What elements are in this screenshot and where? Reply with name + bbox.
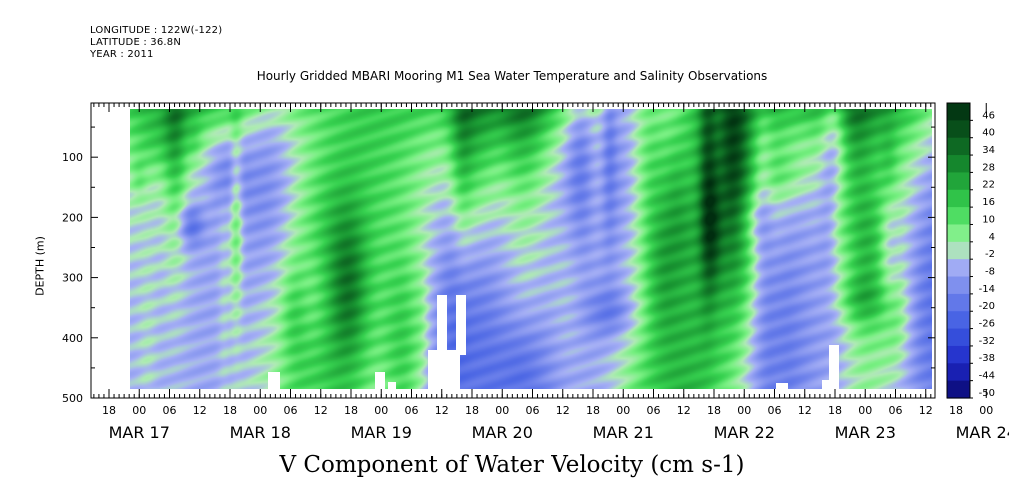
colorbar-label: -32: [979, 336, 995, 347]
y-tick-label: 300: [62, 272, 83, 285]
x-hour-label: 12: [677, 404, 691, 417]
x-day-label: MAR 22: [714, 423, 775, 442]
colorbar-label: 34: [982, 145, 995, 156]
missing-data-gap: [428, 350, 460, 390]
colorbar-swatch: [947, 276, 970, 295]
y-tick-label: 400: [62, 332, 83, 345]
x-hour-label: 00: [616, 404, 630, 417]
x-hour-label: 00: [374, 404, 388, 417]
colorbar-swatch: [947, 380, 970, 399]
x-hour-label: 06: [405, 404, 419, 417]
x-hour-label: 12: [314, 404, 328, 417]
colorbar-label: -38: [979, 353, 995, 364]
colorbar-swatch: [947, 120, 970, 139]
colorbar-swatch: [947, 311, 970, 330]
colorbar-label: 28: [982, 162, 995, 173]
x-hour-label: 06: [889, 404, 903, 417]
x-hour-label: 06: [647, 404, 661, 417]
colorbar-label: -26: [979, 319, 995, 330]
missing-data-gap: [268, 372, 280, 390]
colorbar-swatch: [947, 103, 970, 121]
colorbar-swatch: [947, 137, 970, 156]
x-day-label: MAR 18: [230, 423, 291, 442]
year-label: YEAR : 2011: [90, 49, 154, 60]
x-hour-label: 00: [858, 404, 872, 417]
missing-data-gap: [437, 295, 447, 355]
heatmap-canvas: [130, 109, 932, 390]
y-tick-label: 100: [62, 151, 83, 164]
missing-data-gap: [375, 372, 385, 390]
chart-title: Hourly Gridded MBARI Mooring M1 Sea Wate…: [256, 69, 768, 83]
colorbar-swatch: [947, 241, 970, 260]
x-hour-label: 18: [949, 404, 963, 417]
x-hour-label: 18: [102, 404, 116, 417]
y-tick-label: 500: [62, 392, 83, 405]
colorbar: 46 40 34 28 22 16 10 4 -2 -8 -14 -20 -26 -32 -38 -44 -50: [946, 102, 995, 399]
x-hour-label: 12: [919, 404, 933, 417]
x-hour-label: 12: [556, 404, 570, 417]
x-day-label: MAR 21: [593, 423, 654, 442]
colorbar-swatch: [947, 189, 970, 208]
colorbar-swatch: [947, 172, 970, 191]
missing-data-gap: [776, 383, 788, 390]
missing-data-gap: [388, 382, 396, 390]
x-hour-label: 06: [526, 404, 540, 417]
longitude-label: LONGITUDE : 122W(-122): [90, 25, 223, 36]
colorbar-label: -20: [979, 301, 995, 312]
x-day-label: MAR 24: [956, 423, 1009, 442]
x-hour-label: 18: [828, 404, 842, 417]
x-hour-label: 06: [163, 404, 177, 417]
colorbar-label: -2: [985, 249, 995, 260]
colorbar-swatch: [947, 224, 970, 243]
missing-data-gap: [829, 345, 839, 390]
colorbar-swatch: [947, 259, 970, 278]
x-hour-label: 18: [707, 404, 721, 417]
colorbar-label: 4: [989, 232, 995, 243]
x-hour-label: 00: [979, 404, 993, 417]
x-day-label: MAR 20: [472, 423, 533, 442]
x-axis-label: V Component of Water Velocity (cm s-1): [279, 452, 745, 478]
x-day-label: MAR 23: [835, 423, 896, 442]
x-hour-label: 12: [435, 404, 449, 417]
heatmap-field: [130, 109, 932, 390]
colorbar-label: 40: [982, 128, 995, 139]
y-tick-label: 200: [62, 211, 83, 224]
missing-data-gap: [456, 295, 466, 355]
x-day-label: MAR 19: [351, 423, 412, 442]
x-hour-label: 00: [495, 404, 509, 417]
colorbar-label: 22: [982, 180, 995, 191]
colorbar-label: -8: [985, 266, 995, 277]
colorbar-label: 10: [982, 214, 995, 225]
plot-area: [130, 109, 932, 390]
x-hour-label: 18: [586, 404, 600, 417]
x-hour-label: 00: [132, 404, 146, 417]
colorbar-swatch: [947, 328, 970, 347]
x-hour-label: 06: [284, 404, 298, 417]
x-hour-label: 18: [344, 404, 358, 417]
x-hour-label: 18: [223, 404, 237, 417]
x-day-label: MAR 17: [109, 423, 170, 442]
colorbar-label: -44: [979, 371, 995, 382]
latitude-label: LATITUDE : 36.8N: [90, 37, 182, 48]
colorbar-swatch: [947, 155, 970, 174]
colorbar-frame: [946, 102, 971, 399]
colorbar-label: -14: [979, 284, 995, 295]
colorbar-swatch: [947, 207, 970, 226]
colorbar-swatch: [947, 293, 970, 312]
colorbar-label: 16: [982, 197, 995, 208]
colorbar-label: 46: [982, 110, 995, 121]
colorbar-swatch: [947, 363, 970, 382]
x-hour-label: 12: [798, 404, 812, 417]
x-hour-label: 00: [737, 404, 751, 417]
x-hour-label: 00: [253, 404, 267, 417]
x-hour-label: 18: [465, 404, 479, 417]
colorbar-label: -50: [979, 388, 995, 399]
x-hour-label: 12: [193, 404, 207, 417]
plot-frame: [90, 102, 936, 399]
colorbar-swatch: [947, 345, 970, 364]
x-hour-label: 06: [768, 404, 782, 417]
